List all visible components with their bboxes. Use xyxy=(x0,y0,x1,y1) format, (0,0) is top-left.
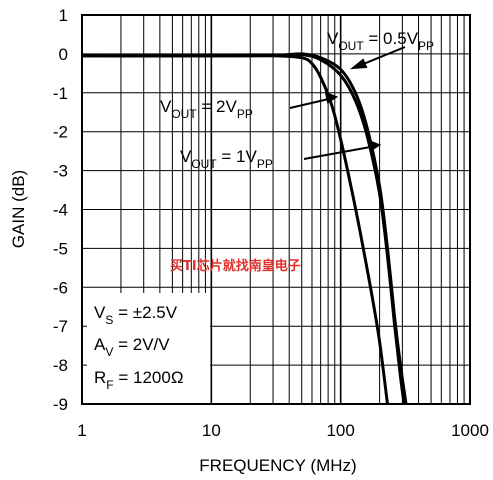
y-tick-label: -8 xyxy=(53,356,68,375)
y-tick-label: -6 xyxy=(53,278,68,297)
condition-rf: RF = 1200Ω xyxy=(94,368,184,392)
plot-frame xyxy=(81,14,471,405)
arrowhead-1vpp xyxy=(367,139,382,152)
y-tick-label: -4 xyxy=(53,201,68,220)
y-tick-label: -7 xyxy=(53,317,68,336)
series-label-arrows xyxy=(289,46,406,160)
conditions-box xyxy=(87,293,210,403)
arrow-1vpp xyxy=(303,145,377,160)
x-tick-label: 1 xyxy=(77,421,86,440)
arrowhead-2vpp xyxy=(324,91,339,104)
watermark: 买TI芯片就找南皇电子 xyxy=(170,258,301,274)
series-label-vout-0.5vpp: VOUT = 0.5VPP xyxy=(327,29,434,53)
y-tick-label: -1 xyxy=(53,84,68,103)
y-tick-label: -5 xyxy=(53,239,68,258)
y-tick-label: -2 xyxy=(53,123,68,142)
x-tick-label: 1000 xyxy=(451,421,489,440)
y-axis-title: GAIN (dB) xyxy=(9,170,28,248)
arrow-2vpp xyxy=(289,97,334,109)
series-label-vout-1vpp: VOUT = 1VPP xyxy=(180,147,273,171)
series-label-vout-2vpp: VOUT = 2VPP xyxy=(160,97,253,121)
x-tick-label: 10 xyxy=(202,421,221,440)
x-axis-title: FREQUENCY (MHz) xyxy=(199,456,356,475)
arrowhead-0.5vpp xyxy=(349,58,368,70)
y-tick-label: -3 xyxy=(53,162,68,181)
x-tick-label: 100 xyxy=(326,421,354,440)
condition-av: AV = 2V/V xyxy=(94,335,170,359)
y-tick-label: 1 xyxy=(59,6,68,25)
condition-vs: VS = ±2.5V xyxy=(94,303,178,327)
y-tick-label: 0 xyxy=(59,45,68,64)
y-tick-label: -9 xyxy=(53,395,68,414)
